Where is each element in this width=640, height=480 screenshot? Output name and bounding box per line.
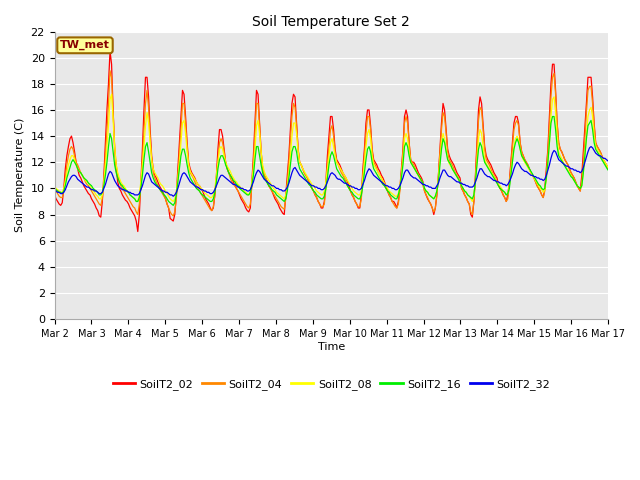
Legend: SoilT2_02, SoilT2_04, SoilT2_08, SoilT2_16, SoilT2_32: SoilT2_02, SoilT2_04, SoilT2_08, SoilT2_…	[108, 374, 554, 394]
X-axis label: Time: Time	[317, 342, 345, 351]
Text: TW_met: TW_met	[60, 40, 110, 50]
Title: Soil Temperature Set 2: Soil Temperature Set 2	[252, 15, 410, 29]
Y-axis label: Soil Temperature (C): Soil Temperature (C)	[15, 118, 25, 232]
